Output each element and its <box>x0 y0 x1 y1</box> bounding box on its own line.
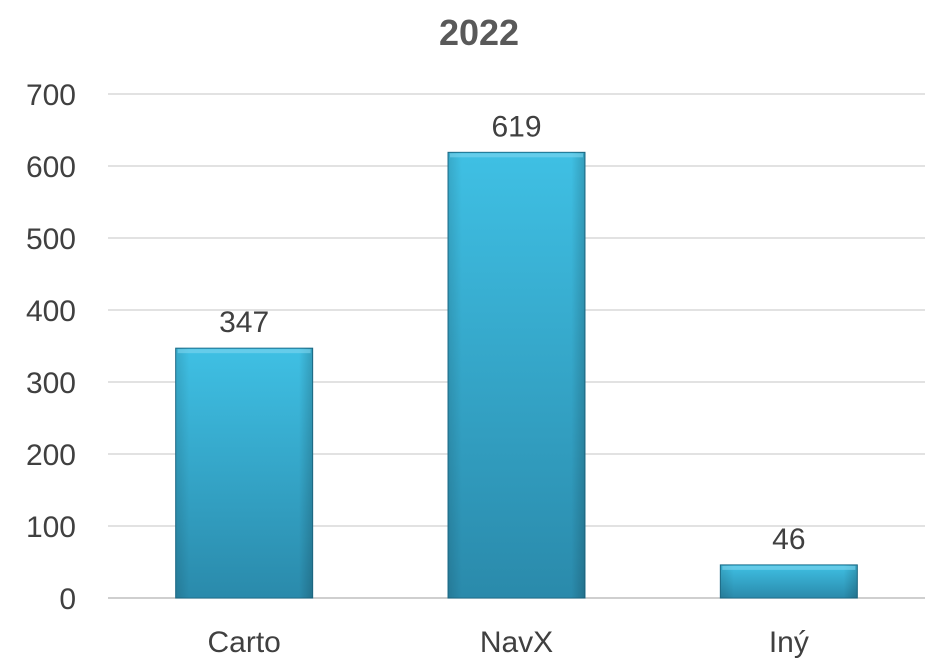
x-tick-label-carto: Carto <box>207 626 280 659</box>
y-tick-label: 0 <box>59 583 76 616</box>
y-tick-label: 500 <box>26 223 76 256</box>
x-tick-label-iný: Iný <box>769 626 809 659</box>
y-tick-label: 600 <box>26 151 76 184</box>
y-tick-label: 700 <box>26 79 76 112</box>
x-tick-label-navx: NavX <box>480 626 553 659</box>
y-tick-label: 100 <box>26 511 76 544</box>
chart-title: 2022 <box>439 12 519 53</box>
y-axis-ticks: 0 100 200 300 400 500 600 700 <box>26 79 76 616</box>
y-tick-label: 300 <box>26 367 76 400</box>
data-label-navx: 619 <box>491 110 541 143</box>
y-tick-label: 200 <box>26 439 76 472</box>
bar-shading <box>720 564 858 598</box>
bar-highlight <box>722 565 856 570</box>
bars <box>175 151 858 599</box>
bar-highlight <box>177 349 311 354</box>
bar-shading <box>448 152 585 598</box>
x-axis-ticks: Carto NavX Iný <box>207 626 808 659</box>
bar-shading <box>175 348 313 598</box>
data-label-carto: 347 <box>219 306 269 339</box>
y-tick-label: 400 <box>26 295 76 328</box>
data-labels: 347 619 46 <box>219 110 805 556</box>
data-label-iný: 46 <box>772 523 805 556</box>
bar-highlight <box>450 153 583 158</box>
